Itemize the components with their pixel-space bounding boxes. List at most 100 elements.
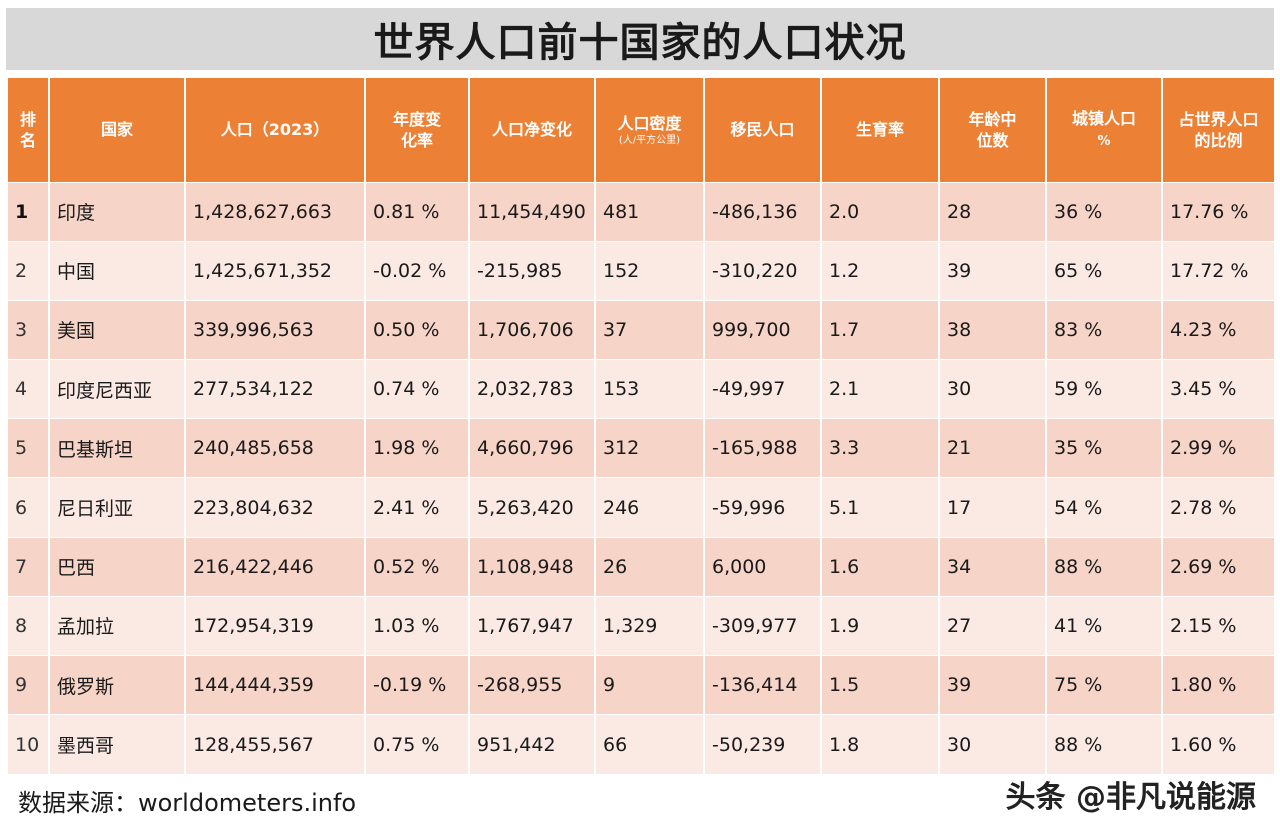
cell-country: 巴西 [48, 536, 186, 597]
title-banner: 世界人口前十国家的人口状况 [6, 8, 1274, 70]
table-row: 4 印度尼西亚 277,534,122 0.74 % 2,032,783 153… [6, 359, 1276, 419]
cell-world-share: 2.69 % [1161, 536, 1276, 597]
header-population: 人口（2023） [184, 78, 366, 182]
cell-median-age: 39 [938, 654, 1047, 715]
cell-density: 26 [594, 536, 705, 597]
cell-migrants: -49,997 [703, 359, 822, 419]
cell-rank: 10 [6, 714, 50, 774]
cell-rank: 9 [6, 654, 50, 715]
population-table: 排名 国家 人口（2023） 年度变化率 人口净变化 人口密度 (人/平方公里)… [6, 78, 1276, 774]
cell-density: 1,329 [594, 595, 705, 656]
cell-world-share: 4.23 % [1161, 299, 1276, 360]
cell-migrants: 6,000 [703, 536, 822, 597]
cell-median-age: 38 [938, 299, 1047, 360]
cell-net-change: -215,985 [468, 240, 596, 301]
cell-rank: 6 [6, 477, 50, 538]
cell-population: 223,804,632 [184, 477, 366, 538]
cell-net-change: 951,442 [468, 714, 596, 774]
cell-net-change: 1,706,706 [468, 299, 596, 360]
cell-net-change: 1,108,948 [468, 536, 596, 597]
cell-fertility: 1.7 [820, 299, 940, 360]
cell-population: 1,425,671,352 [184, 240, 366, 301]
table-row: 10 墨西哥 128,455,567 0.75 % 951,442 66 -50… [6, 714, 1276, 774]
cell-yearly-change: 0.52 % [364, 536, 470, 597]
cell-net-change: 1,767,947 [468, 595, 596, 656]
header-world-share: 占世界人口的比例 [1161, 78, 1276, 182]
cell-fertility: 1.6 [820, 536, 940, 597]
table-row: 7 巴西 216,422,446 0.52 % 1,108,948 26 6,0… [6, 536, 1276, 597]
cell-migrants: -59,996 [703, 477, 822, 538]
cell-country: 巴基斯坦 [48, 418, 186, 478]
cell-density: 9 [594, 654, 705, 715]
cell-yearly-change: 0.74 % [364, 359, 470, 419]
cell-world-share: 2.99 % [1161, 418, 1276, 478]
cell-country: 印度尼西亚 [48, 359, 186, 419]
cell-yearly-change: 2.41 % [364, 477, 470, 538]
cell-density: 66 [594, 714, 705, 774]
cell-country: 尼日利亚 [48, 477, 186, 538]
header-net-change: 人口净变化 [468, 78, 596, 182]
table-row: 3 美国 339,996,563 0.50 % 1,706,706 37 999… [6, 299, 1276, 360]
cell-fertility: 1.8 [820, 714, 940, 774]
cell-rank: 4 [6, 359, 50, 419]
header-fertility: 生育率 [820, 78, 940, 182]
cell-urban: 75 % [1045, 654, 1163, 715]
table-row: 1 印度 1,428,627,663 0.81 % 11,454,490 481… [6, 181, 1276, 242]
cell-world-share: 1.80 % [1161, 654, 1276, 715]
cell-density: 312 [594, 418, 705, 478]
cell-yearly-change: 1.98 % [364, 418, 470, 478]
page-title: 世界人口前十国家的人口状况 [373, 20, 907, 66]
cell-population: 240,485,658 [184, 418, 366, 478]
cell-median-age: 17 [938, 477, 1047, 538]
cell-migrants: -309,977 [703, 595, 822, 656]
cell-rank: 1 [6, 181, 50, 242]
header-median-age: 年龄中位数 [938, 78, 1047, 182]
cell-fertility: 5.1 [820, 477, 940, 538]
cell-world-share: 17.76 % [1161, 181, 1276, 242]
cell-fertility: 2.0 [820, 181, 940, 242]
watermark: 头条 @非凡说能源 [1005, 780, 1256, 815]
table-header-row: 排名 国家 人口（2023） 年度变化率 人口净变化 人口密度 (人/平方公里)… [6, 78, 1276, 182]
cell-rank: 7 [6, 536, 50, 597]
cell-rank: 2 [6, 240, 50, 301]
cell-migrants: -50,239 [703, 714, 822, 774]
cell-urban: 88 % [1045, 536, 1163, 597]
cell-urban: 35 % [1045, 418, 1163, 478]
cell-fertility: 2.1 [820, 359, 940, 419]
cell-world-share: 2.78 % [1161, 477, 1276, 538]
cell-net-change: 11,454,490 [468, 181, 596, 242]
cell-rank: 5 [6, 418, 50, 478]
cell-urban: 41 % [1045, 595, 1163, 656]
cell-density: 152 [594, 240, 705, 301]
cell-median-age: 28 [938, 181, 1047, 242]
cell-country: 孟加拉 [48, 595, 186, 656]
cell-yearly-change: -0.02 % [364, 240, 470, 301]
cell-yearly-change: 0.81 % [364, 181, 470, 242]
cell-fertility: 1.2 [820, 240, 940, 301]
table-row: 2 中国 1,425,671,352 -0.02 % -215,985 152 … [6, 240, 1276, 301]
cell-fertility: 3.3 [820, 418, 940, 478]
cell-median-age: 21 [938, 418, 1047, 478]
cell-migrants: -165,988 [703, 418, 822, 478]
cell-country: 美国 [48, 299, 186, 360]
cell-fertility: 1.9 [820, 595, 940, 656]
header-yearly-change: 年度变化率 [364, 78, 470, 182]
cell-population: 172,954,319 [184, 595, 366, 656]
cell-population: 339,996,563 [184, 299, 366, 360]
cell-migrants: 999,700 [703, 299, 822, 360]
cell-net-change: 4,660,796 [468, 418, 596, 478]
header-country: 国家 [48, 78, 186, 182]
table-row: 9 俄罗斯 144,444,359 -0.19 % -268,955 9 -13… [6, 654, 1276, 715]
cell-density: 481 [594, 181, 705, 242]
cell-country: 墨西哥 [48, 714, 186, 774]
cell-rank: 3 [6, 299, 50, 360]
cell-density: 153 [594, 359, 705, 419]
cell-population: 277,534,122 [184, 359, 366, 419]
cell-net-change: 5,263,420 [468, 477, 596, 538]
table-row: 6 尼日利亚 223,804,632 2.41 % 5,263,420 246 … [6, 477, 1276, 538]
cell-migrants: -486,136 [703, 181, 822, 242]
cell-world-share: 3.45 % [1161, 359, 1276, 419]
cell-yearly-change: 1.03 % [364, 595, 470, 656]
cell-country: 俄罗斯 [48, 654, 186, 715]
cell-density: 37 [594, 299, 705, 360]
